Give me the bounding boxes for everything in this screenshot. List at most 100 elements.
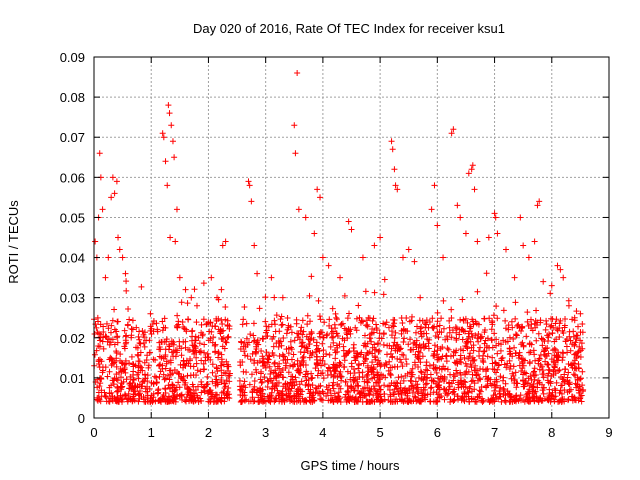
data-point: [491, 378, 498, 385]
data-point: [96, 150, 103, 157]
data-point: [179, 318, 186, 325]
data-point: [343, 327, 350, 334]
data-point: [98, 387, 105, 394]
data-point: [472, 362, 479, 369]
data-point: [525, 375, 532, 382]
data-point: [526, 398, 533, 405]
data-point: [420, 386, 427, 393]
axes: 0 1 2 3 4 5 6 7 8 9 0 0.01 0.02 0.03 0.04 0.05 0.06 0.07 0…: [60, 50, 613, 440]
data-point: [352, 396, 358, 403]
data-point: [334, 344, 341, 351]
data-point: [115, 387, 122, 394]
data-point: [239, 392, 246, 399]
data-point: [93, 347, 100, 354]
data-point: [165, 102, 172, 109]
data-point: [295, 206, 302, 213]
data-point: [386, 358, 393, 365]
data-point: [182, 344, 189, 351]
data-point: [403, 315, 410, 322]
data-point: [506, 334, 513, 341]
data-point: [306, 397, 313, 404]
data-point: [444, 345, 451, 352]
data-point: [157, 397, 164, 404]
data-point: [117, 374, 124, 381]
data-point: [103, 320, 110, 327]
data-point: [275, 343, 282, 350]
data-point: [441, 376, 448, 383]
data-point: [248, 371, 255, 378]
data-point: [178, 375, 185, 382]
data-point: [518, 325, 525, 332]
data-point: [385, 324, 392, 331]
data-point: [394, 341, 401, 348]
data-point: [465, 368, 472, 375]
data-point: [353, 398, 360, 405]
data-point: [357, 351, 364, 358]
y-tick-label: 0.08: [60, 90, 85, 105]
data-point: [288, 380, 295, 387]
data-point: [237, 398, 244, 405]
data-point: [360, 388, 367, 395]
data-point: [359, 369, 366, 376]
data-point: [195, 334, 202, 341]
data-point: [464, 319, 471, 326]
data-point: [185, 360, 192, 367]
data-point: [204, 380, 211, 387]
data-point: [185, 389, 192, 396]
data-point: [276, 328, 283, 335]
data-point: [342, 391, 349, 398]
data-point: [338, 377, 345, 384]
data-point: [442, 390, 449, 397]
data-point: [135, 375, 142, 382]
data-point: [364, 349, 371, 356]
data-point: [377, 234, 384, 241]
data-point: [369, 317, 376, 324]
data-point: [97, 337, 104, 344]
data-point: [100, 328, 107, 335]
data-point: [391, 317, 398, 324]
data-point: [559, 357, 566, 364]
data-point: [435, 375, 442, 382]
data-point: [520, 371, 527, 378]
data-point: [137, 349, 144, 356]
data-point: [458, 380, 465, 387]
data-point: [557, 266, 564, 273]
data-point: [184, 384, 191, 391]
data-point: [512, 299, 519, 306]
data-point: [268, 377, 275, 384]
data-point: [435, 356, 442, 363]
data-point: [265, 352, 272, 359]
data-point: [118, 386, 125, 393]
data-point: [382, 321, 389, 328]
data-point: [146, 349, 153, 356]
x-tick-label: 8: [548, 425, 555, 440]
data-point: [483, 270, 490, 277]
data-point: [244, 353, 251, 360]
data-point: [266, 363, 273, 370]
data-point: [254, 270, 261, 277]
data-point: [178, 352, 185, 359]
data-point: [292, 374, 299, 381]
data-point: [312, 365, 319, 372]
data-point: [399, 351, 406, 358]
data-point: [252, 348, 259, 355]
data-point: [501, 397, 508, 404]
data-point: [571, 395, 578, 402]
data-point: [487, 376, 494, 383]
data-point: [491, 381, 498, 388]
data-point: [364, 371, 371, 378]
data-point: [525, 322, 532, 329]
data-point: [207, 398, 214, 405]
data-point: [139, 367, 146, 374]
data-point: [236, 377, 243, 384]
data-point: [459, 336, 466, 343]
data-point: [432, 366, 439, 373]
data-point: [241, 348, 248, 355]
data-point: [436, 365, 443, 372]
data-point: [271, 294, 278, 301]
x-tick-label: 9: [605, 425, 612, 440]
data-point: [534, 202, 541, 209]
data-point: [458, 359, 465, 366]
data-point: [422, 391, 429, 398]
data-point: [105, 325, 112, 332]
